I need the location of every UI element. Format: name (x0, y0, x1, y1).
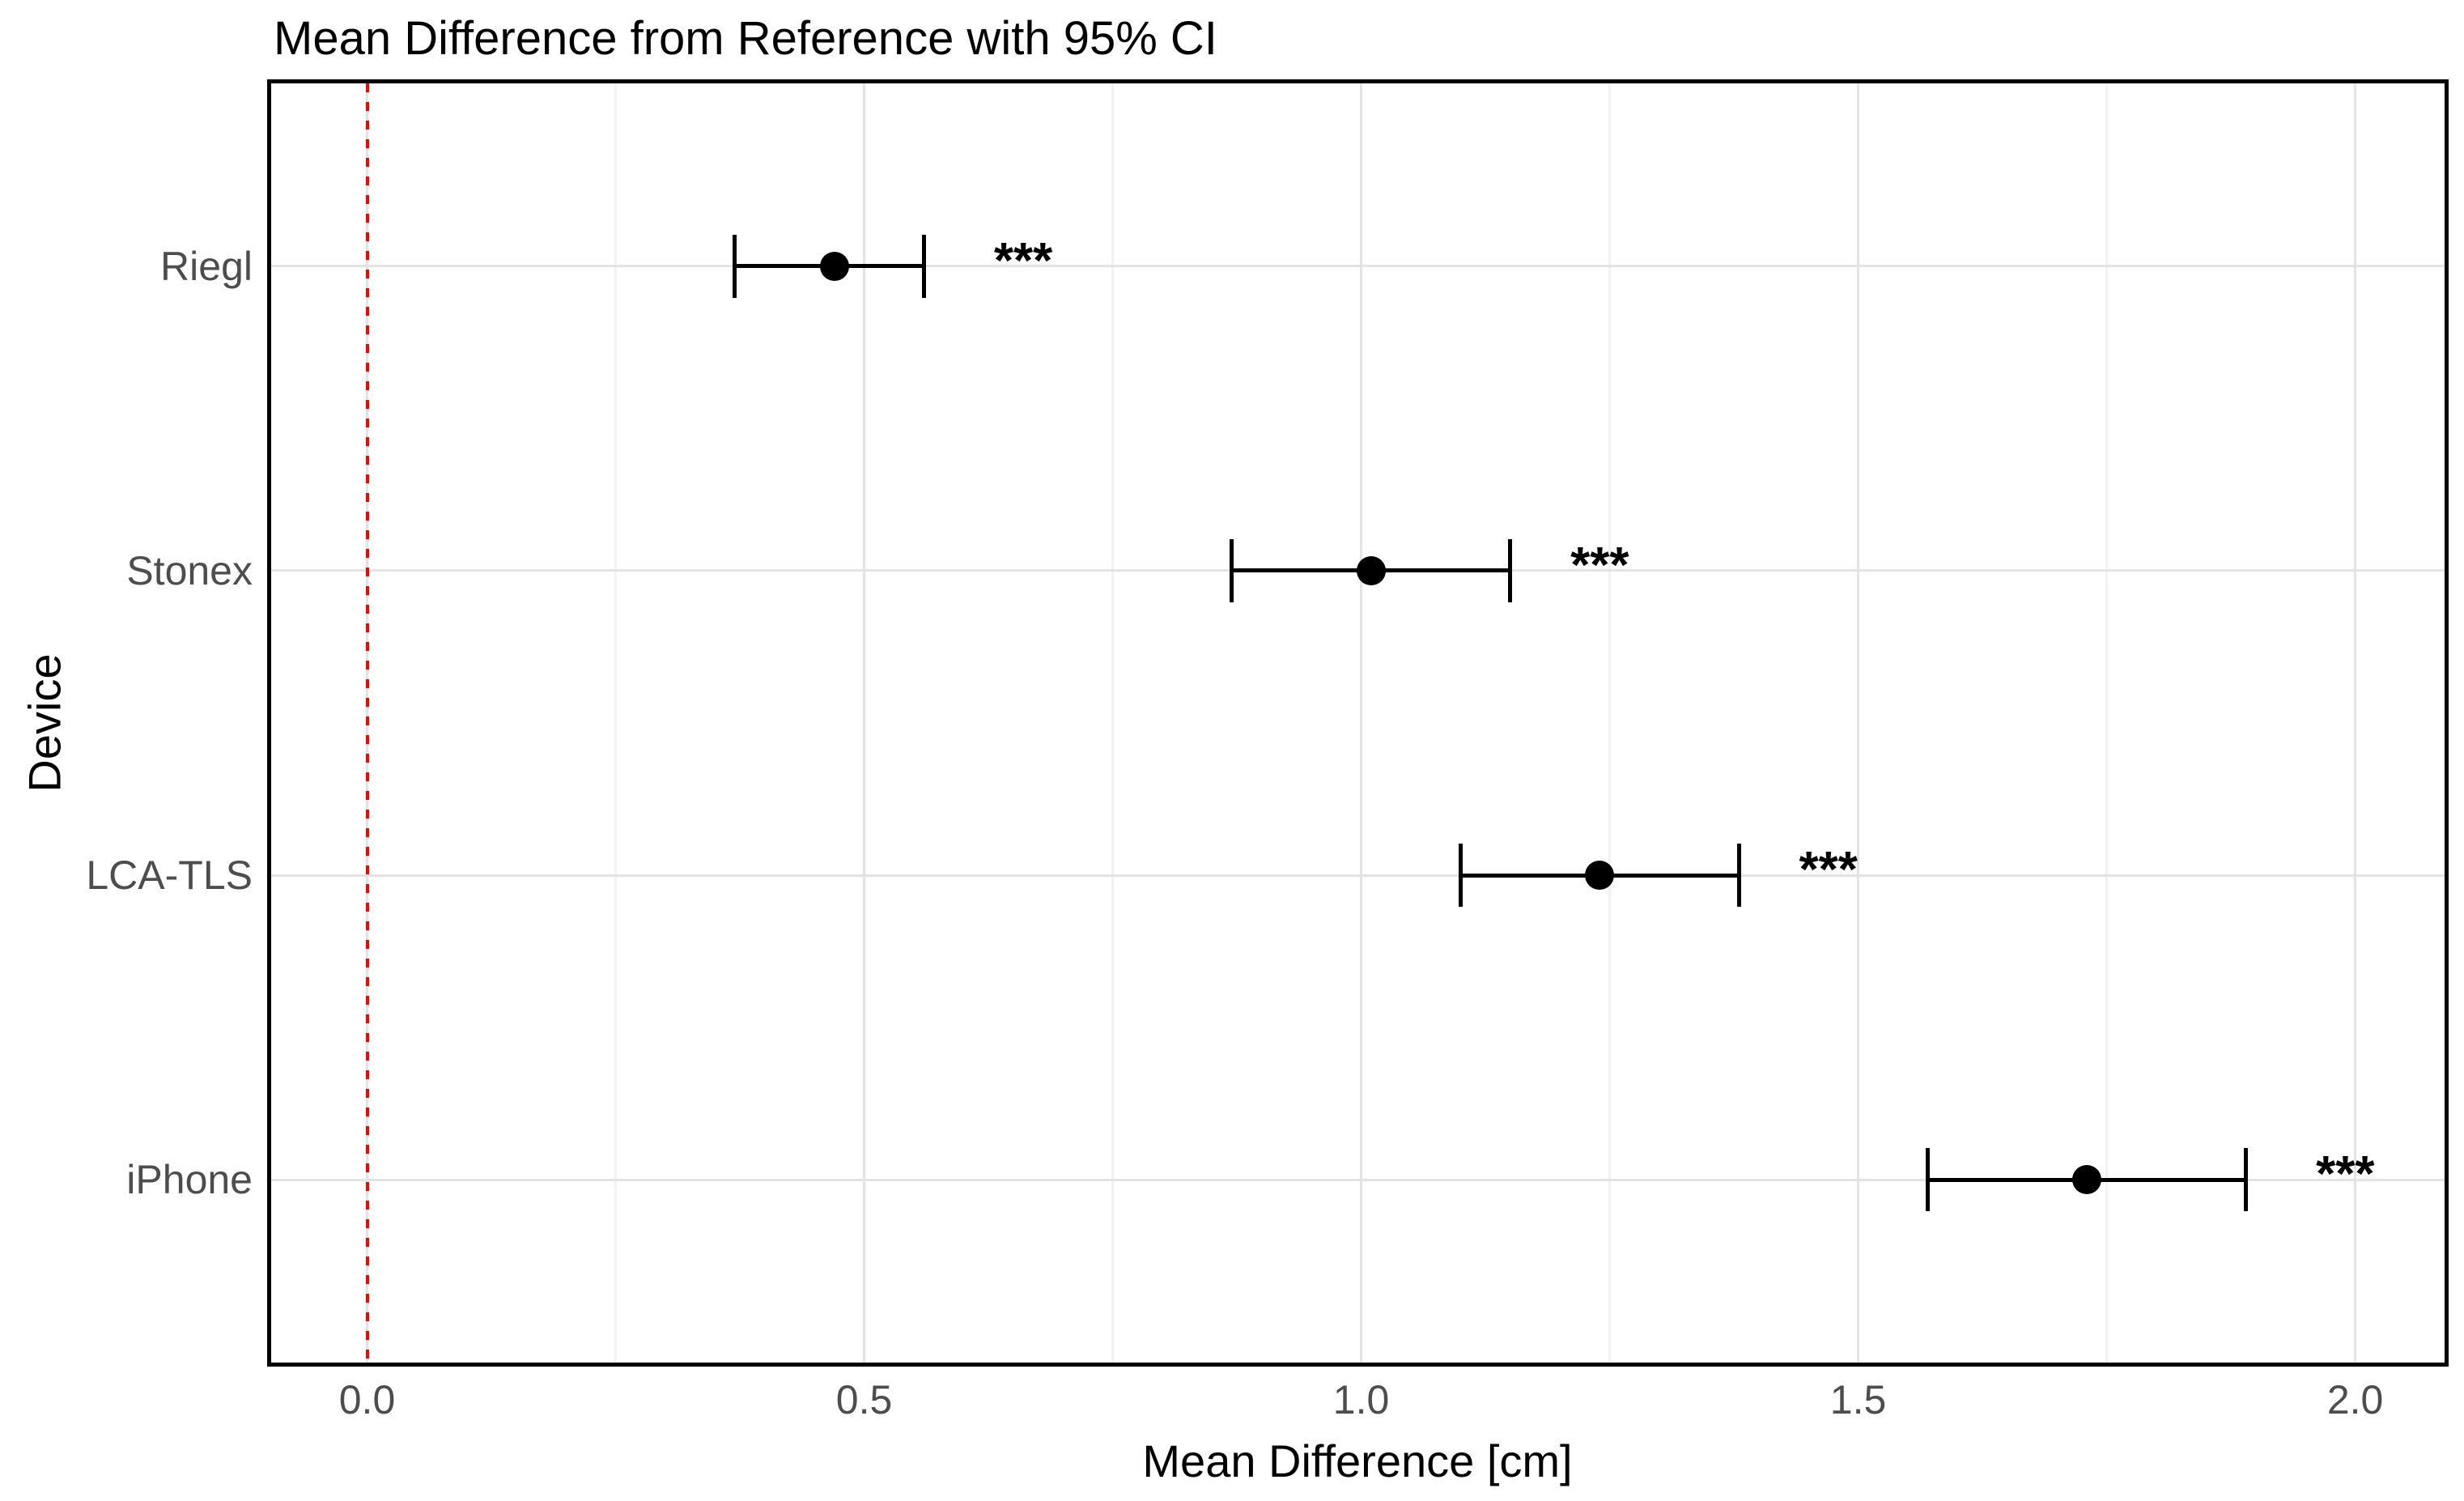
errorbar-cap-high (1736, 844, 1741, 908)
errorbar-cap-low (1926, 1148, 1931, 1212)
errorbar-cap-high (1508, 538, 1513, 602)
x-minor-gridline (2105, 83, 2109, 1363)
y-major-gridline (271, 1178, 2445, 1181)
significance-label: *** (1799, 842, 1858, 899)
y-tick-label: Riegl (160, 243, 253, 289)
significance-label: *** (993, 232, 1053, 289)
chart-title: Mean Difference from Reference with 95% … (274, 12, 1217, 65)
x-tick-label: 1.5 (1829, 1377, 1887, 1422)
x-minor-gridline (614, 83, 618, 1363)
mean-point (1585, 861, 1615, 891)
errorbar-cap-low (733, 234, 737, 298)
y-major-gridline (271, 874, 2445, 877)
errorbar-cap-high (2244, 1148, 2248, 1212)
y-tick-label: LCA-TLS (86, 853, 253, 899)
mean-point (1356, 555, 1386, 585)
x-major-gridline (1857, 83, 1860, 1363)
x-major-gridline (863, 83, 866, 1363)
y-major-gridline (271, 265, 2445, 268)
errorbar-cap-low (1230, 538, 1234, 602)
x-tick-label: 0.5 (835, 1377, 893, 1422)
errorbar-cap-low (1458, 844, 1463, 908)
x-minor-gridline (1111, 83, 1115, 1363)
y-tick-label: iPhone (126, 1157, 253, 1203)
x-tick-label: 0.0 (338, 1377, 396, 1422)
x-axis-tick-labels: 0.0 0.5 1.0 1.5 2.0 (271, 1378, 2445, 1435)
y-axis-title: Device (19, 653, 70, 793)
x-axis-title: Mean Difference [cm] (1142, 1435, 1573, 1486)
x-tick-label: 1.0 (1332, 1377, 1390, 1422)
significance-label: *** (2316, 1146, 2375, 1203)
significance-label: *** (1570, 537, 1629, 593)
plot-panel: *** *** *** *** (267, 79, 2449, 1367)
x-major-gridline (1360, 83, 1363, 1363)
x-major-gridline (2354, 83, 2357, 1363)
y-tick-label: Stonex (126, 547, 253, 593)
errorbar-cap-high (921, 234, 926, 298)
x-minor-gridline (1608, 83, 1612, 1363)
x-tick-label: 2.0 (2326, 1377, 2384, 1422)
y-axis-tick-labels: Riegl Stonex LCA-TLS iPhone (0, 83, 253, 1363)
mean-point (819, 251, 849, 281)
zero-reference-line (365, 83, 369, 1363)
mean-point (2072, 1165, 2102, 1195)
